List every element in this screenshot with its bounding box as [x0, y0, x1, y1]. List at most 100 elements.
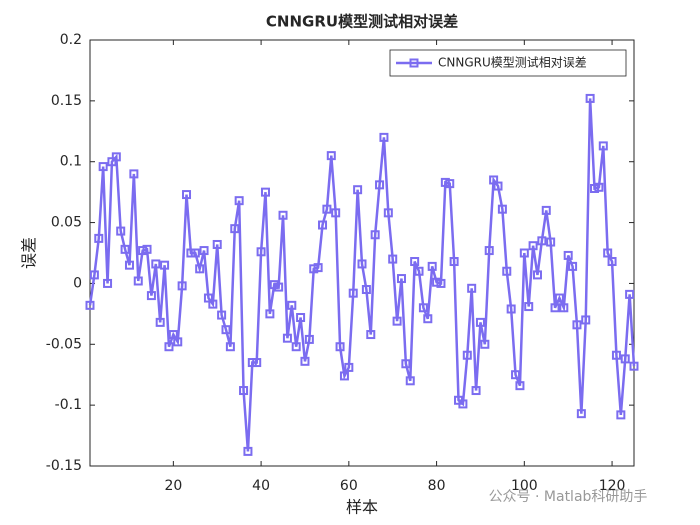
- marker: [243, 446, 253, 456]
- marker: [541, 205, 551, 215]
- marker: [445, 179, 455, 189]
- marker: [410, 257, 420, 267]
- marker: [511, 370, 521, 380]
- marker: [383, 208, 393, 218]
- marker: [291, 342, 301, 352]
- marker: [475, 317, 485, 327]
- marker: [239, 386, 249, 396]
- marker: [133, 276, 143, 286]
- marker: [493, 181, 503, 191]
- marker: [497, 204, 507, 214]
- marker: [418, 303, 428, 313]
- marker: [103, 278, 113, 288]
- marker: [414, 266, 424, 276]
- marker: [427, 261, 437, 271]
- y-tick-label: 0.05: [51, 215, 82, 231]
- marker: [89, 270, 99, 280]
- series-line: [88, 98, 636, 452]
- y-tick-label: -0.1: [55, 397, 82, 413]
- marker: [572, 320, 582, 330]
- marker: [116, 226, 126, 236]
- x-tick-label: 20: [164, 478, 182, 494]
- x-axis-label: 样本: [346, 498, 378, 517]
- marker: [318, 220, 328, 230]
- x-tick-label: 80: [428, 478, 446, 494]
- y-tick-label: 0.2: [60, 32, 82, 48]
- marker: [94, 233, 104, 243]
- marker: [436, 278, 446, 288]
- marker: [300, 356, 310, 366]
- marker: [274, 282, 284, 292]
- marker: [528, 241, 538, 251]
- marker: [326, 151, 336, 161]
- marker: [524, 302, 534, 312]
- marker: [322, 204, 332, 214]
- y-tick-label: 0: [73, 275, 82, 291]
- marker: [401, 359, 411, 369]
- marker: [151, 259, 161, 269]
- marker: [296, 313, 306, 323]
- marker: [392, 316, 402, 326]
- marker: [396, 274, 406, 284]
- marker: [199, 246, 209, 256]
- marker: [344, 362, 354, 372]
- marker: [366, 330, 376, 340]
- marker: [287, 300, 297, 310]
- marker: [282, 333, 292, 343]
- y-tick-label: -0.15: [46, 458, 82, 474]
- marker: [331, 208, 341, 218]
- marker: [594, 182, 604, 192]
- marker: [252, 358, 262, 368]
- marker: [576, 409, 586, 419]
- marker: [278, 210, 288, 220]
- marker: [484, 246, 494, 256]
- marker: [581, 315, 591, 325]
- marker: [190, 248, 200, 258]
- marker: [120, 244, 130, 254]
- marker: [462, 350, 472, 360]
- marker: [629, 361, 639, 371]
- marker: [379, 132, 389, 142]
- marker: [559, 303, 569, 313]
- marker: [164, 342, 174, 352]
- marker: [173, 337, 183, 347]
- marker: [467, 283, 477, 293]
- marker: [616, 410, 626, 420]
- marker: [353, 185, 363, 195]
- marker: [449, 257, 459, 267]
- marker: [603, 248, 613, 258]
- x-tick-label: 120: [599, 478, 626, 494]
- marker: [142, 244, 152, 254]
- watermark: 公众号 · Matlab科研助手: [489, 489, 648, 505]
- marker: [256, 247, 266, 257]
- marker: [550, 303, 560, 313]
- marker: [160, 260, 170, 270]
- x-tick-label: 40: [252, 478, 270, 494]
- marker: [405, 376, 415, 386]
- marker: [155, 317, 165, 327]
- marker: [370, 230, 380, 240]
- marker: [611, 350, 621, 360]
- marker: [221, 325, 231, 335]
- marker: [537, 236, 547, 246]
- marker: [182, 190, 192, 200]
- marker: [563, 250, 573, 260]
- marker: [260, 187, 270, 197]
- marker: [423, 314, 433, 324]
- marker: [339, 371, 349, 381]
- marker: [313, 263, 323, 273]
- marker: [234, 196, 244, 206]
- legend-marker: [409, 58, 419, 68]
- x-tick-label: 60: [340, 478, 358, 494]
- y-tick-label: 0.1: [60, 154, 82, 170]
- marker: [98, 162, 108, 172]
- chart-title: CNNGRU模型测试相对误差: [266, 13, 458, 31]
- marker: [480, 339, 490, 349]
- marker: [195, 264, 205, 274]
- marker: [532, 270, 542, 280]
- marker: [225, 342, 235, 352]
- marker: [146, 291, 156, 301]
- marker: [335, 342, 345, 352]
- marker: [85, 300, 95, 310]
